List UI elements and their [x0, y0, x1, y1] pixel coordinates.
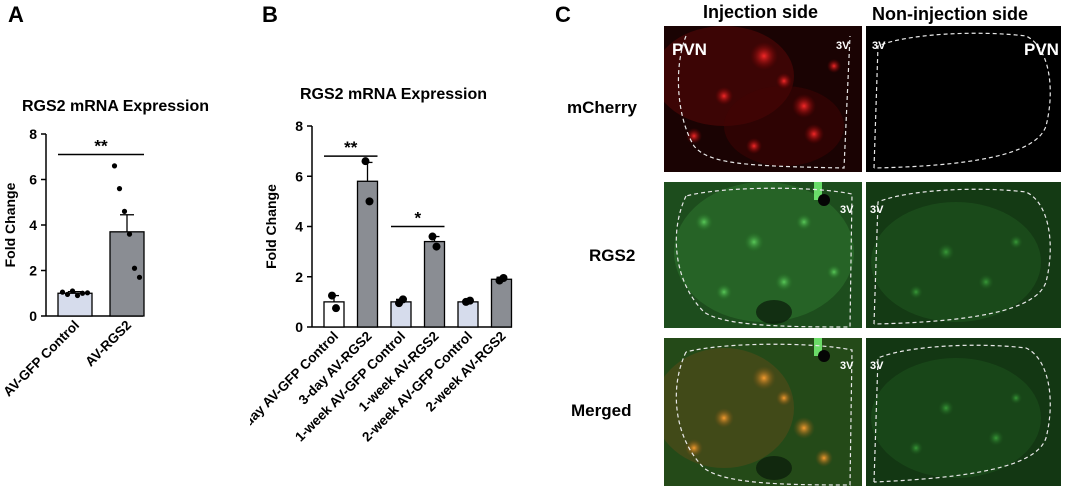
- third-ventricle-label-merged-injection: 3V: [840, 360, 854, 372]
- chart-a: 0 2 4 6 8 Fold Change AV-GFP Control AV-RGS2 **: [0, 126, 145, 400]
- chart-a-y-tick-label: 6: [29, 172, 37, 188]
- column-header-non-injection: Non-injection side: [872, 4, 1029, 24]
- chart-b-data-point: [466, 296, 474, 305]
- chart-a-data-point: [136, 274, 143, 280]
- chart-a-bar: [109, 231, 145, 317]
- chart-b-y-tick-label: 2: [295, 269, 303, 285]
- chart-b-y-tick-label: 8: [295, 118, 303, 134]
- chart-a-data-point: [131, 265, 138, 271]
- panel-c-letter: C: [555, 2, 571, 27]
- red-fluorescence-texture: [664, 26, 862, 172]
- chart-a-title: RGS2 mRNA Expression: [22, 98, 210, 115]
- chart-a-significance-label: **: [94, 136, 108, 155]
- chart-a-data-point: [69, 288, 76, 294]
- panel-a-letter: A: [8, 2, 24, 27]
- third-ventricle-label-injection: 3V: [836, 40, 850, 52]
- third-ventricle-label-rgs2-injection: 3V: [840, 204, 854, 216]
- third-ventricle-label-rgs2-noninjection: 3V: [870, 204, 884, 216]
- row-label-merged: Merged: [571, 401, 632, 420]
- chart-a-data-point: [59, 289, 66, 295]
- merged-fluorescence-texture: [664, 338, 862, 486]
- chart-a-bar: [57, 292, 93, 317]
- micrograph-mcherry-noninjection: 3V PVN: [866, 26, 1061, 172]
- column-header-injection: Injection side: [703, 2, 819, 22]
- chart-b-data-point: [328, 291, 336, 300]
- chart-b-y-axis-label: Fold Change: [263, 184, 279, 269]
- chart-b-title: RGS2 mRNA Expression: [300, 86, 488, 103]
- green-fluorescence-texture: [664, 182, 862, 328]
- chart-a-data-point: [126, 231, 133, 237]
- chart-b-data-point: [499, 274, 508, 283]
- chart-a-data-point: [74, 292, 81, 299]
- chart-b-data-point: [365, 197, 374, 206]
- chart-a-data-point: [79, 290, 86, 296]
- merged-fluorescence-texture-dim: [866, 338, 1061, 486]
- chart-b-data-point: [332, 304, 340, 313]
- chart-b-bar: [457, 301, 479, 328]
- chart-b-data-point: [428, 232, 437, 241]
- chart-b-data-point: [361, 157, 370, 166]
- chart-a-data-point: [121, 208, 128, 214]
- chart-b-data-point: [399, 295, 407, 304]
- micrograph-mcherry-injection: PVN 3V: [664, 26, 862, 172]
- chart-b-y-tick-label: 4: [295, 219, 303, 235]
- chart-b-bar: [490, 278, 513, 328]
- micrograph-merged-noninjection: 3V: [866, 338, 1061, 486]
- chart-a-y-tick-label: 2: [29, 263, 37, 279]
- chart-a-data-point: [116, 186, 123, 192]
- chart-b-bar: [423, 240, 446, 328]
- pvn-label-injection: PVN: [672, 40, 707, 59]
- green-fluorescence-texture-dim: [866, 182, 1061, 328]
- chart-a-data-point: [111, 163, 118, 169]
- chart-a-data-point: [84, 290, 91, 296]
- row-label-mcherry: mCherry: [567, 98, 637, 117]
- row-label-rgs2: RGS2: [589, 246, 636, 265]
- dashed-outline: [873, 32, 1051, 169]
- micrograph-rgs2-noninjection: 3V: [866, 182, 1061, 328]
- panel-b-letter: B: [262, 2, 278, 27]
- chart-a-y-tick-label: 4: [29, 217, 37, 233]
- chart-b-y-tick-label: 0: [295, 319, 303, 335]
- micrograph-rgs2-injection: 3V: [664, 182, 862, 328]
- chart-a-y-axis-label: Fold Change: [2, 182, 18, 267]
- chart-b-significance-label: *: [414, 209, 421, 228]
- chart-b-significance-label: **: [344, 138, 358, 157]
- chart-b-data-point: [432, 242, 441, 251]
- chart-b-y-tick-label: 6: [295, 168, 303, 184]
- third-ventricle-label-merged-noninjection: 3V: [870, 360, 884, 372]
- micrograph-merged-injection: 3V: [664, 338, 862, 486]
- chart-a-y-tick-label: 8: [29, 126, 37, 142]
- chart-a-x-tick-label: AV-GFP Control: [0, 318, 82, 400]
- chart-a-y-tick-label: 0: [29, 308, 37, 324]
- third-ventricle-label-noninjection: 3V: [872, 40, 886, 52]
- chart-a-x-tick-label: AV-RGS2: [82, 318, 134, 370]
- chart-a-data-point: [64, 291, 71, 297]
- pvn-label-noninjection: PVN: [1024, 40, 1059, 59]
